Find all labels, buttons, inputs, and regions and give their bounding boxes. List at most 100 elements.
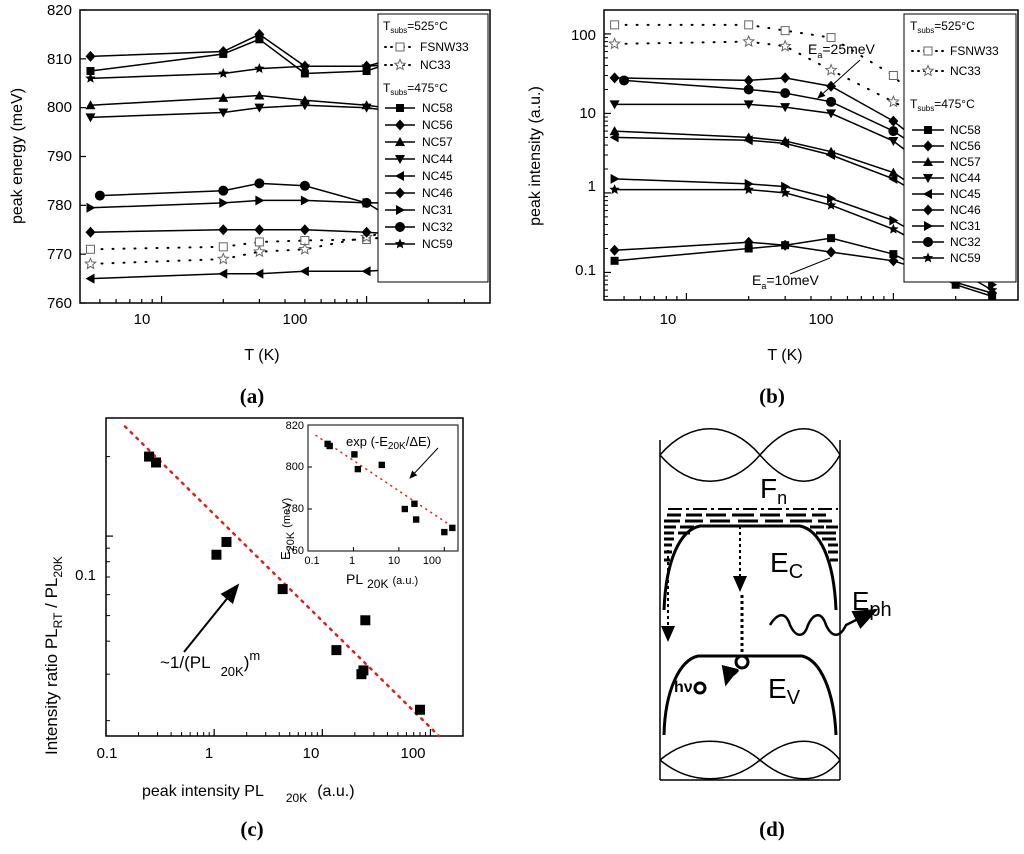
legend-entry: NC59	[950, 251, 981, 265]
legend-marker-NC45	[923, 189, 932, 199]
data-point-NC57	[254, 90, 265, 100]
data-point-NC44	[85, 113, 96, 123]
inset-x-tick-label: 1	[349, 555, 355, 567]
data-point-NC31	[255, 195, 265, 206]
legend-entry: NC31	[422, 203, 453, 217]
x-tick-label: 10	[303, 745, 320, 762]
data-point-NC32	[254, 178, 265, 189]
data-point-NC59	[609, 184, 620, 195]
data-point-NC44	[609, 100, 620, 110]
inset-c: 760 780 800 820 0.1 1 10 100 PL 20K (a.u.)…	[278, 420, 459, 591]
data-point-NC45	[888, 173, 898, 184]
legend-entry: NC46	[422, 186, 453, 200]
x-axis-label-b: T (K)	[767, 347, 802, 364]
legend-marker-NC32	[395, 222, 405, 232]
data-point-NC44	[218, 108, 229, 118]
legend-entry: NC59	[422, 237, 453, 251]
data-point	[221, 536, 232, 547]
inset-series	[324, 440, 456, 536]
inset-data-point	[354, 465, 362, 473]
data-point-NC45	[826, 150, 836, 160]
inset-y-tick-label: 760	[286, 545, 304, 557]
inset-exp-arrow	[409, 447, 439, 479]
data-point-NC31	[827, 193, 837, 204]
x-tick-label: 0.1	[97, 745, 118, 762]
panel-label-d: (d)	[759, 817, 785, 841]
data-point-NC46	[299, 224, 310, 236]
data-point-NC46	[609, 244, 620, 256]
series-line-FSNW33	[613, 23, 994, 166]
legend-entry: NC58	[422, 101, 453, 115]
data-point	[331, 645, 342, 656]
data-point-NC59	[254, 63, 265, 73]
data-point-NC57	[888, 167, 899, 177]
data-point-NC32	[218, 185, 229, 196]
top-wave-lower	[659, 453, 841, 482]
data-point-NC58	[744, 244, 753, 253]
data-point-NC46	[254, 224, 265, 236]
data-point-NC32	[299, 180, 310, 191]
data-point	[144, 451, 155, 462]
data-point-NC57	[609, 126, 620, 136]
data-point-NC56	[85, 50, 96, 62]
y-tick-label: 760	[47, 295, 72, 312]
ea-10-arrow	[789, 257, 831, 275]
legend-entry: NC56	[950, 139, 981, 153]
inset-exp-label: exp (-E20K/ΔE)	[346, 434, 431, 452]
ea-25-annotation: Ea=25meV	[808, 41, 876, 99]
legend-marker-NC31	[396, 205, 405, 215]
data-point-NC32	[361, 197, 372, 208]
data-point-NC59	[986, 284, 998, 295]
legend-entry: NC45	[950, 187, 981, 201]
legend-entry: NC44	[422, 152, 453, 166]
data-point-NC58	[827, 234, 836, 243]
legend-entry: NC32	[950, 235, 981, 249]
power-law-arrow	[183, 583, 240, 653]
legend-marker-NC59	[922, 252, 934, 263]
inset-x-tick-label: 100	[423, 555, 441, 567]
photon-circle	[693, 681, 707, 695]
legend-entry: NC32	[422, 220, 453, 234]
panel-b: 0.1 1 10 100 10 100 T (K) peak intensity…	[527, 9, 1019, 408]
data-point-NC45	[299, 266, 309, 277]
band-diagram	[659, 428, 879, 781]
data-point-NC31	[300, 195, 310, 206]
data-point-NC44	[888, 137, 899, 147]
data-point	[414, 704, 425, 715]
y-tick-label: 0.1	[75, 567, 96, 584]
y-tick-label: 0.1	[575, 262, 596, 279]
legend-entry: NC57	[950, 155, 981, 169]
data-point-NC56	[218, 46, 229, 58]
bottom-wave-lower	[659, 759, 841, 780]
inset-x-tick-label: 0.1	[304, 555, 319, 567]
data-point-NC45	[743, 135, 753, 146]
inset-axis-ticks	[307, 424, 445, 552]
legend-marker-NC57	[923, 157, 933, 166]
x-tick-label: 10	[134, 311, 151, 328]
panel-label-a: (a)	[240, 384, 265, 408]
panel-a: 760 770 780 790 800 810 820 10 100 T (K)…	[9, 2, 491, 408]
bottom-wave-upper	[659, 740, 841, 761]
data-point-NC32	[619, 75, 630, 86]
legend-entry: NC46	[950, 203, 981, 217]
data-point	[211, 549, 222, 560]
data-point-NC45	[85, 273, 95, 284]
series-group-c	[144, 451, 425, 715]
ea-25-arrow	[817, 59, 861, 99]
data-point-NC33	[824, 63, 838, 76]
legend-marker-NC33	[393, 58, 407, 71]
data-point	[277, 584, 288, 595]
axis-ticks-b	[604, 33, 993, 300]
data-point-NC31	[219, 197, 229, 208]
legend-header-475: Tsubs=475°C	[910, 97, 975, 113]
data-point-NC32	[743, 84, 754, 95]
data-point-NC32	[888, 126, 899, 137]
y-tick-label: 10	[579, 105, 596, 122]
valence-band	[662, 654, 838, 736]
data-point-NC33	[742, 34, 756, 48]
inset-data-point	[351, 451, 358, 458]
y-tick-label: 100	[571, 27, 596, 44]
data-point-NC33	[886, 94, 900, 108]
y-tick-label: 800	[47, 99, 72, 116]
